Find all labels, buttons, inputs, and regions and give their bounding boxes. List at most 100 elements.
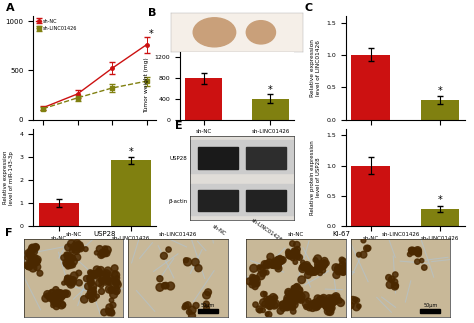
- Point: [52, 300, 59, 306]
- Point: [24, 255, 32, 260]
- Point: [64, 278, 72, 283]
- Point: [288, 291, 296, 296]
- Point: [107, 287, 114, 292]
- Point: [270, 263, 278, 268]
- Bar: [351, 166, 390, 226]
- Point: [113, 279, 121, 285]
- Point: [326, 300, 333, 305]
- Point: [275, 259, 283, 264]
- Point: [323, 300, 330, 305]
- Point: [27, 257, 35, 263]
- Point: [156, 276, 164, 281]
- Point: [50, 296, 57, 301]
- Point: [53, 304, 60, 309]
- Point: [299, 266, 306, 271]
- Point: [270, 263, 277, 268]
- Point: [99, 276, 107, 281]
- Point: [114, 282, 121, 287]
- Bar: [246, 147, 285, 169]
- Point: [77, 245, 84, 251]
- Point: [284, 303, 292, 308]
- Point: [418, 258, 426, 263]
- Point: [325, 296, 333, 301]
- Point: [270, 263, 278, 268]
- Point: [392, 283, 399, 288]
- Point: [332, 296, 340, 301]
- Point: [102, 279, 109, 284]
- Point: [326, 309, 334, 314]
- Point: [348, 270, 356, 275]
- Point: [253, 276, 261, 281]
- Point: [26, 263, 33, 268]
- Text: Ki-67: Ki-67: [332, 231, 350, 237]
- Point: [290, 253, 297, 258]
- Point: [301, 293, 309, 298]
- Point: [323, 261, 330, 266]
- Point: [103, 271, 110, 276]
- Text: *: *: [268, 85, 273, 95]
- Point: [353, 305, 360, 310]
- Point: [29, 266, 37, 271]
- Point: [318, 300, 325, 306]
- Point: [385, 275, 392, 280]
- Point: [285, 289, 292, 295]
- Point: [321, 258, 328, 264]
- Point: [290, 285, 297, 290]
- Point: [270, 259, 277, 264]
- Point: [317, 302, 325, 307]
- Point: [92, 272, 100, 277]
- Point: [274, 257, 282, 263]
- Point: [112, 280, 120, 286]
- Point: [251, 277, 259, 282]
- Point: [340, 266, 347, 272]
- Point: [29, 258, 36, 263]
- Point: [58, 302, 65, 307]
- Point: [420, 265, 428, 270]
- Point: [111, 266, 118, 271]
- Point: [98, 289, 105, 294]
- Point: [360, 238, 367, 243]
- Point: [98, 283, 105, 288]
- Text: E: E: [175, 121, 183, 131]
- Point: [341, 265, 348, 270]
- Point: [89, 273, 96, 278]
- Point: [274, 266, 282, 271]
- Point: [291, 285, 299, 290]
- Point: [318, 261, 326, 266]
- Point: [32, 245, 40, 250]
- Point: [315, 267, 322, 272]
- Point: [88, 278, 95, 284]
- Point: [291, 299, 299, 304]
- Point: [32, 259, 40, 264]
- Point: [294, 254, 301, 259]
- Point: [388, 277, 395, 282]
- Point: [285, 253, 293, 258]
- Point: [76, 242, 84, 247]
- Point: [289, 305, 297, 310]
- Point: [50, 294, 57, 299]
- Bar: [185, 78, 222, 120]
- Point: [64, 276, 72, 282]
- Point: [249, 274, 256, 279]
- Point: [64, 253, 72, 258]
- Point: [104, 268, 112, 273]
- Point: [72, 248, 80, 253]
- Text: USP28: USP28: [93, 231, 116, 237]
- Point: [68, 256, 75, 261]
- Point: [104, 278, 111, 283]
- Point: [355, 304, 363, 309]
- Point: [295, 287, 303, 292]
- Point: [30, 261, 38, 266]
- Point: [108, 310, 116, 316]
- Point: [292, 294, 300, 299]
- Legend: sh-NC, sh-LINC01426: sh-NC, sh-LINC01426: [36, 19, 77, 31]
- Point: [314, 302, 322, 307]
- Point: [291, 302, 298, 307]
- Point: [33, 265, 41, 270]
- Point: [327, 305, 334, 310]
- Point: [86, 275, 93, 280]
- Point: [289, 256, 297, 261]
- Point: [102, 273, 110, 278]
- Point: [95, 271, 102, 276]
- Text: sh-LINC01426: sh-LINC01426: [159, 232, 197, 237]
